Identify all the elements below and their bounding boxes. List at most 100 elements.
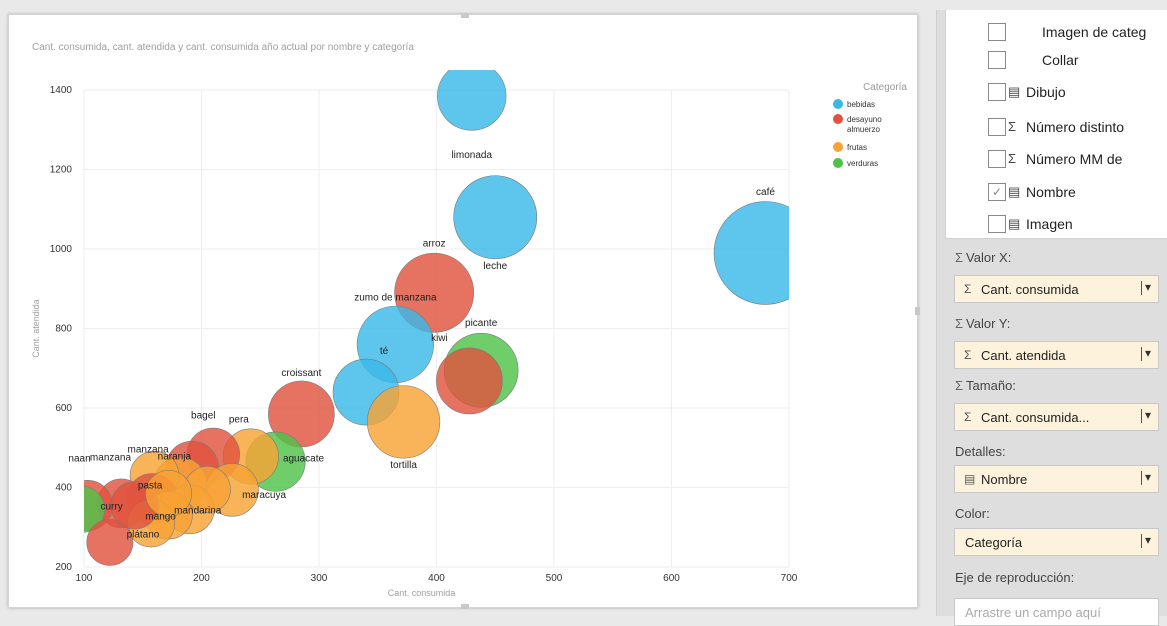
x-tick-label: 100	[76, 573, 93, 584]
bubble-label: té	[380, 346, 389, 357]
bubble-label: café	[756, 187, 775, 198]
play-axis-well[interactable]: Arrastre un campo aquí	[954, 598, 1159, 626]
color-well[interactable]: Categoría ▾	[954, 528, 1159, 556]
dropdown-arrow-icon[interactable]: ▾	[1140, 280, 1151, 295]
sigma-icon: Σ	[1008, 151, 1017, 166]
legend-swatch	[833, 114, 843, 124]
color-well-label: Color:	[955, 506, 990, 521]
resize-handle-top[interactable]	[461, 13, 469, 18]
table-field-icon: ▤	[1008, 84, 1021, 99]
play-axis-label: Eje de reproducción:	[955, 570, 1075, 585]
field-item[interactable]: ▤ Imagen	[946, 212, 1167, 240]
field-item[interactable]: Σ Número distinto	[946, 115, 1167, 143]
bubble-chart[interactable]: 100 200 300 400 500 600 700 200 400 600 800 1000 120…	[9, 15, 917, 607]
field-item[interactable]: Collar	[946, 48, 1167, 76]
x-tick-label: 500	[546, 573, 563, 584]
legend-swatch	[833, 142, 843, 152]
bubble[interactable]	[436, 347, 503, 415]
bubble[interactable]	[713, 201, 817, 305]
bubble[interactable]	[367, 385, 441, 459]
bubble-label: tortilla	[390, 460, 417, 471]
legend-label: bebidas	[847, 100, 875, 109]
resize-handle-bottom[interactable]	[461, 604, 469, 609]
sigma-icon: Σ	[964, 348, 972, 362]
bubble-label: pera	[229, 414, 249, 425]
bubble[interactable]	[453, 175, 538, 260]
well-value: Categoría	[965, 535, 1023, 550]
bubbles-group	[59, 62, 817, 566]
legend-label: frutas	[847, 143, 867, 152]
sigma-icon: Σ	[1008, 119, 1017, 134]
legend-label: desayuno	[847, 115, 882, 124]
bubble-label: curry	[100, 501, 122, 512]
x-tick-label: 700	[781, 573, 798, 584]
x-tick-label: 400	[428, 573, 445, 584]
bubble[interactable]	[145, 470, 193, 517]
bubble-label: picante	[465, 318, 498, 329]
sigma-icon: Σ	[964, 410, 972, 424]
field-checkbox[interactable]	[988, 150, 1006, 168]
well-value: Cant. consumida	[981, 282, 1079, 297]
bubble-label: croissant	[281, 368, 321, 379]
field-label: Número distinto	[1026, 119, 1125, 135]
field-label: Dibujo	[1026, 84, 1066, 100]
legend-title: Categoría	[863, 82, 907, 93]
field-checkbox[interactable]: ✓	[988, 183, 1006, 201]
sigma-icon: Σ	[955, 378, 964, 393]
bubble[interactable]	[437, 62, 507, 131]
bubble-label: limonada	[451, 150, 492, 161]
sigma-icon: Σ	[955, 316, 964, 331]
well-value: Cant. consumida...	[981, 410, 1090, 425]
field-item[interactable]: Imagen de categ	[946, 20, 1167, 48]
y-tick-label: 1000	[50, 244, 73, 255]
field-item[interactable]: ▤ Dibujo	[946, 80, 1167, 108]
bubble-label: kiwi	[431, 333, 448, 344]
dropdown-arrow-icon[interactable]: ▾	[1140, 470, 1151, 485]
field-checkbox[interactable]	[988, 215, 1006, 233]
field-label: Nombre	[1026, 184, 1076, 200]
x-tick-label: 300	[311, 573, 328, 584]
dropdown-arrow-icon[interactable]: ▾	[1140, 346, 1151, 361]
play-axis-placeholder: Arrastre un campo aquí	[965, 605, 1101, 620]
field-item[interactable]: ✓ ▤ Nombre	[946, 180, 1167, 208]
bubble-label: pasta	[138, 481, 163, 492]
x-value-well-label: Σ Valor X:	[955, 250, 1012, 265]
bubble[interactable]	[59, 486, 106, 533]
field-label: Número MM de	[1026, 151, 1123, 167]
x-tick-label: 600	[663, 573, 680, 584]
bubble-label: naranja	[158, 452, 192, 463]
field-panel: Imagen de categ Collar ▤ Dibujo Σ Número dist…	[936, 10, 1167, 626]
y-tick-label: 800	[55, 324, 72, 335]
y-tick-label: 1200	[50, 165, 73, 176]
sigma-icon: Σ	[955, 250, 964, 265]
dropdown-arrow-icon[interactable]: ▾	[1140, 408, 1151, 423]
x-value-well[interactable]: Σ Cant. consumida ▾	[954, 275, 1159, 303]
bubble-label: arroz	[423, 239, 446, 250]
bubble[interactable]	[86, 518, 134, 566]
bubble-label: leche	[483, 261, 507, 272]
well-value: Nombre	[981, 472, 1028, 487]
bubble-label: manzana	[128, 445, 170, 456]
field-item[interactable]: Σ Número MM de	[946, 147, 1167, 175]
field-label: Imagen	[1026, 216, 1073, 232]
field-checkbox[interactable]	[988, 23, 1006, 41]
bubble-label: bagel	[191, 411, 215, 422]
y-value-well-label: Σ Valor Y:	[955, 316, 1011, 331]
dropdown-arrow-icon[interactable]: ▾	[1140, 533, 1151, 548]
y-tick-label: 1400	[50, 85, 73, 96]
bubble-label: aguacate	[283, 454, 325, 465]
y-tick-label: 400	[55, 483, 72, 494]
size-well[interactable]: Σ Cant. consumida... ▾	[954, 403, 1159, 431]
y-tick-label: 200	[55, 562, 72, 573]
field-checkbox[interactable]	[988, 118, 1006, 136]
field-checkbox[interactable]	[988, 83, 1006, 101]
bubble-label: mandarina	[174, 505, 222, 516]
details-well-label: Detalles:	[955, 444, 1006, 459]
field-checkbox[interactable]	[988, 51, 1006, 69]
chart-card[interactable]: Cant. consumida, cant. atendida y cant. …	[8, 13, 920, 609]
details-well[interactable]: ▤ Nombre ▾	[954, 465, 1159, 493]
y-value-well[interactable]: Σ Cant. atendida ▾	[954, 341, 1159, 369]
resize-handle-right[interactable]	[915, 307, 920, 315]
legend-label: almuerzo	[847, 125, 880, 134]
size-well-label: Σ Tamaño:	[955, 378, 1016, 393]
